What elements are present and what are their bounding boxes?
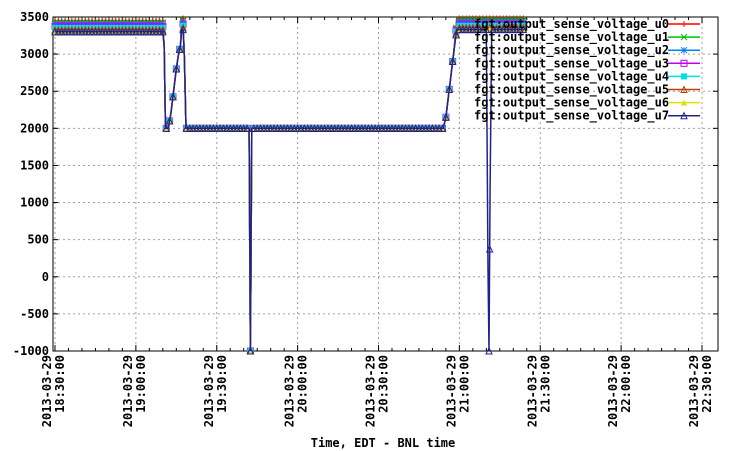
y-tick-label: -500 xyxy=(20,307,49,321)
x-tick-time: 18:30:00 xyxy=(53,355,67,413)
data-point xyxy=(680,85,688,93)
data-point xyxy=(485,244,494,253)
x-tick-date: 2013-03-29 xyxy=(202,355,216,427)
x-axis-label: Time, EDT - BNL time xyxy=(311,436,456,450)
data-point xyxy=(172,64,181,73)
x-tick-date: 2013-03-29 xyxy=(364,355,378,427)
data-point xyxy=(482,25,491,34)
series-path xyxy=(55,25,525,352)
data-point xyxy=(175,45,184,53)
series-path xyxy=(55,23,525,352)
series-line-u5 xyxy=(51,23,528,355)
series-line-u1 xyxy=(51,16,527,355)
legend-label: fgt:output_sense_voltage_u6 xyxy=(474,96,669,111)
x-tick-date: 2013-03-29 xyxy=(687,355,701,427)
x-tick-date: 2013-03-29 xyxy=(525,355,539,427)
x-tick-label: 2013-03-29 20:00:00 xyxy=(283,355,310,427)
x-tick-label: 2013-03-29 22:30:00 xyxy=(687,355,714,427)
series-path xyxy=(55,21,525,352)
x-tick-label: 2013-03-29 20:30:00 xyxy=(364,355,391,427)
data-point xyxy=(162,124,171,132)
series-path xyxy=(55,27,525,352)
y-tick-label: 1000 xyxy=(20,196,49,210)
data-point xyxy=(680,111,688,120)
series-line-u7 xyxy=(51,25,528,355)
plot-frame xyxy=(52,16,719,352)
axes xyxy=(52,16,719,352)
data-point xyxy=(448,57,457,66)
legend: fgt:output_sense_voltage_u0fgt:output_se… xyxy=(474,17,700,124)
legend-label: fgt:output_sense_voltage_u3 xyxy=(474,56,669,71)
data-point xyxy=(179,18,187,26)
series-group xyxy=(51,15,528,355)
x-tick-label: 2013-03-29 19:00:00 xyxy=(121,355,148,427)
y-tick-label: 1500 xyxy=(20,158,49,172)
series-line-u3 xyxy=(51,20,527,355)
data-point xyxy=(445,85,454,93)
data-point xyxy=(442,113,450,121)
data-point xyxy=(680,59,688,67)
x-tick-time: 22:30:00 xyxy=(700,355,714,413)
data-point xyxy=(681,73,687,80)
x-tick-date: 2013-03-29 xyxy=(606,355,620,427)
legend-label: fgt:output_sense_voltage_u2 xyxy=(474,43,669,58)
series-path xyxy=(55,17,525,352)
legend-label: fgt:output_sense_voltage_u7 xyxy=(474,109,669,124)
x-tick-date: 2013-03-29 xyxy=(121,355,135,427)
series-path xyxy=(55,19,525,352)
data-point xyxy=(486,22,493,29)
x-tick-time: 21:00:00 xyxy=(457,355,471,413)
legend-label: fgt:output_sense_voltage_u1 xyxy=(474,30,669,45)
x-tick-date: 2013-03-29 xyxy=(40,355,54,427)
x-tick-label: 2013-03-29 19:30:00 xyxy=(202,355,229,427)
y-tick-label: -1000 xyxy=(13,344,49,358)
data-point xyxy=(179,25,187,34)
data-point xyxy=(165,116,174,125)
x-tick-date: 2013-03-29 xyxy=(444,355,458,427)
legend-label: fgt:output_sense_voltage_u4 xyxy=(474,69,669,84)
x-tick-date: 2013-03-29 xyxy=(283,355,297,427)
data-point xyxy=(485,346,493,355)
data-point xyxy=(681,99,687,106)
x-tick-label: 2013-03-29 18:30:00 xyxy=(40,355,67,427)
data-point xyxy=(246,346,255,355)
x-tick-time: 19:00:00 xyxy=(134,355,148,413)
series-line-u0 xyxy=(52,15,527,354)
series-line-u6 xyxy=(52,26,527,354)
y-tick-label: 3000 xyxy=(20,47,49,61)
x-tick-time: 22:00:00 xyxy=(619,355,633,413)
x-tick-label: 2013-03-29 21:00:00 xyxy=(444,355,471,427)
data-point xyxy=(680,33,688,41)
y-tick-label: 3500 xyxy=(20,10,49,24)
data-point xyxy=(452,30,460,39)
series-path xyxy=(55,28,525,352)
data-point xyxy=(438,124,447,132)
series-line-u2 xyxy=(51,18,527,355)
data-point xyxy=(159,27,167,36)
y-tick-label: 500 xyxy=(27,233,49,247)
x-tick-label: 2013-03-29 21:30:00 xyxy=(525,355,552,427)
series-path xyxy=(55,28,525,352)
series-line-u4 xyxy=(52,22,527,354)
data-point xyxy=(519,25,528,34)
x-tick-label: 2013-03-29 22:00:00 xyxy=(606,355,633,427)
data-point xyxy=(681,21,687,27)
x-tick-labels: 2013-03-29 18:30:00 2013-03-29 19:00:00 2013… xyxy=(40,355,714,427)
data-point xyxy=(243,124,251,132)
x-tick-time: 19:30:00 xyxy=(215,355,229,413)
legend-label: fgt:output_sense_voltage_u5 xyxy=(474,83,669,98)
x-tick-time: 21:30:00 xyxy=(538,355,552,413)
y-tick-label: 2500 xyxy=(20,84,49,98)
data-point xyxy=(680,46,688,54)
y-tick-label: 2000 xyxy=(20,121,49,135)
x-tick-time: 20:00:00 xyxy=(296,355,310,413)
legend-label: fgt:output_sense_voltage_u0 xyxy=(474,17,669,32)
y-tick-labels: -1000 -500 0 500 1000 1500 2000 2500 3000 3500 xyxy=(13,10,49,358)
data-point xyxy=(169,92,177,101)
y-tick-label: 0 xyxy=(42,270,49,284)
x-tick-time: 20:30:00 xyxy=(377,355,391,413)
